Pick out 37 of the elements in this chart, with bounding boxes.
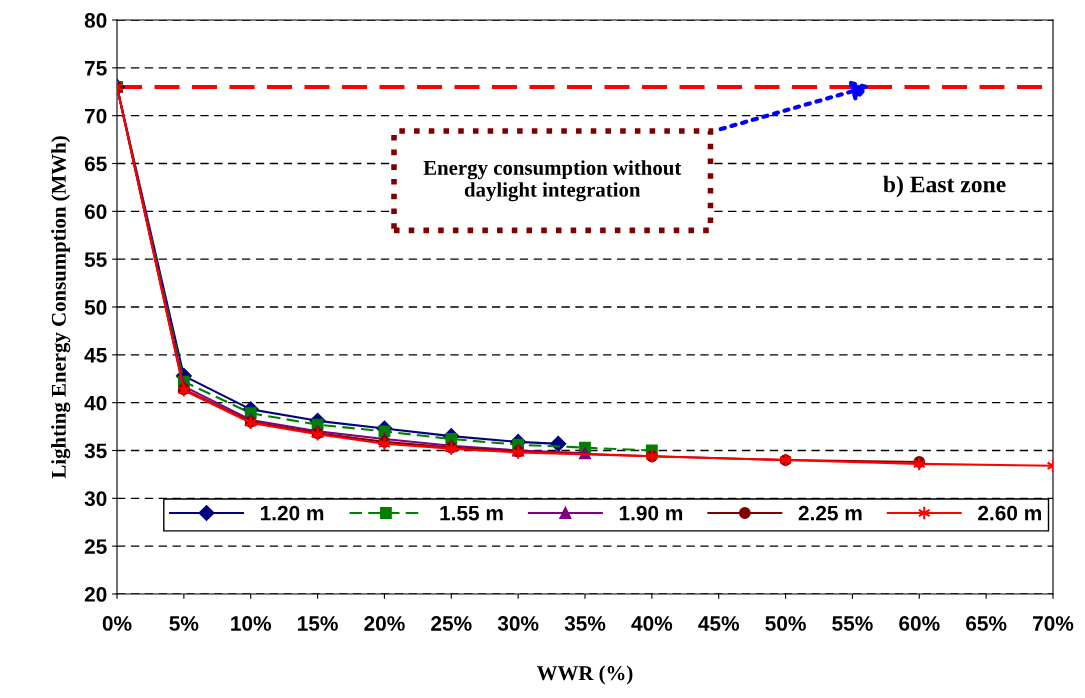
y-tick-label: 30 <box>84 491 107 507</box>
x-tick-label: 70% <box>1033 616 1074 631</box>
y-tick-label: 50 <box>84 300 107 315</box>
x-tick-label: 15% <box>298 616 338 631</box>
x-tick-label: 35% <box>564 616 606 631</box>
legend-label: 2.60 m <box>978 505 1041 521</box>
y-tick-label: 25 <box>84 539 107 554</box>
y-tick-label: 45 <box>84 348 107 363</box>
y-tick-label: 75 <box>85 61 107 76</box>
x-tick-label: 50% <box>765 616 806 631</box>
y-tick-label: 65 <box>84 156 107 172</box>
legend-label: 1.90 m <box>619 505 683 521</box>
x-tick-label: 30% <box>497 616 539 631</box>
x-tick-label: 5% <box>169 616 199 631</box>
x-tick-label: 25% <box>431 616 472 631</box>
y-tick-label: 70 <box>85 108 107 124</box>
legend-label: 2.25 m <box>798 505 862 521</box>
x-tick-label: 45% <box>698 616 740 631</box>
x-tick-label: 60% <box>899 616 940 631</box>
legend-label: 1.20 m <box>260 505 324 521</box>
y-tick-label: 80 <box>84 13 107 28</box>
y-tick-label: 55 <box>84 252 107 267</box>
x-axis-title: WWR (%) <box>536 665 633 685</box>
x-tick-label: 40% <box>631 616 673 631</box>
y-tick-label: 40 <box>84 395 107 411</box>
legend-label: 1.55 m <box>440 505 503 521</box>
annotation: Energy consumption without daylight integration <box>423 160 682 202</box>
x-tick-label: 65% <box>966 616 1007 631</box>
x-tick-label: 10% <box>231 616 272 631</box>
y-axis-title: Lighting Energy Consumption (MWh) <box>51 136 71 479</box>
y-tick-label: 20 <box>84 587 107 602</box>
y-tick-label: 60 <box>84 204 107 220</box>
annotation: b) East zone <box>883 175 1006 198</box>
x-tick-label: 0% <box>102 616 132 631</box>
x-tick-label: 20% <box>364 616 405 631</box>
x-tick-label: 55% <box>832 616 873 631</box>
y-tick-label: 35 <box>84 443 107 459</box>
